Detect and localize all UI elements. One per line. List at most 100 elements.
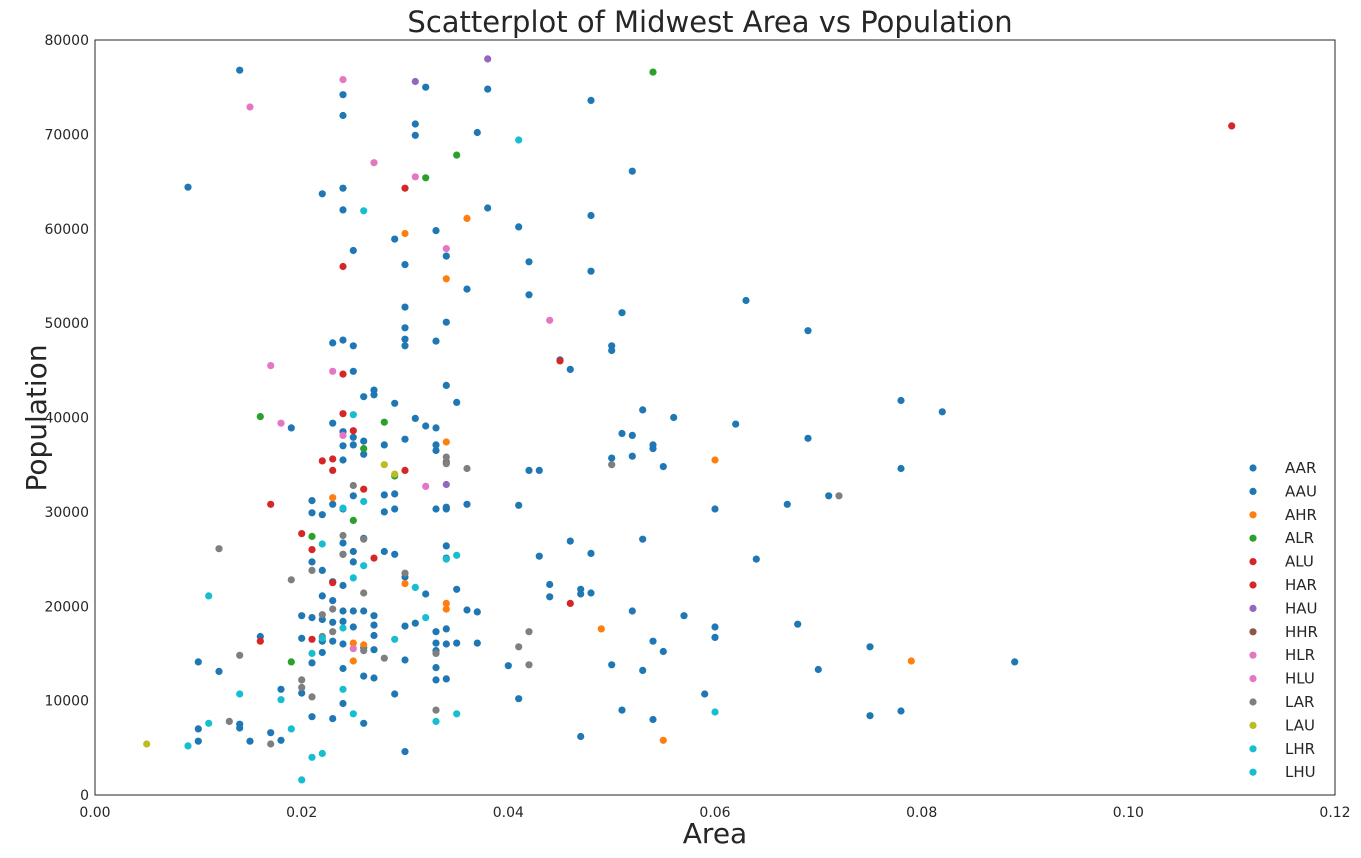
data-point: [349, 607, 357, 615]
data-point: [608, 454, 616, 462]
data-point: [277, 685, 285, 693]
data-point: [318, 592, 326, 600]
data-point: [649, 637, 657, 645]
data-point: [577, 732, 585, 741]
data-point: [432, 505, 440, 513]
data-point: [349, 427, 357, 435]
data-point: [318, 611, 326, 619]
data-point: [339, 206, 347, 214]
data-point: [411, 414, 419, 422]
data-point: [442, 605, 450, 613]
data-point: [370, 674, 378, 682]
data-point: [339, 336, 347, 344]
data-point: [711, 623, 719, 631]
legend-marker: [1249, 604, 1257, 613]
data-point: [442, 381, 450, 389]
data-point: [360, 607, 368, 615]
y-tick-label: 50000: [44, 316, 89, 332]
data-point: [380, 418, 388, 426]
data-point: [308, 753, 316, 761]
data-point: [349, 657, 357, 665]
data-point: [473, 639, 481, 647]
data-point: [298, 676, 306, 684]
data-point: [308, 566, 316, 575]
data-point: [215, 667, 223, 676]
data-point: [804, 327, 812, 335]
data-point: [370, 621, 378, 629]
data-points: [143, 55, 1236, 784]
data-point: [453, 151, 461, 159]
data-point: [308, 558, 316, 566]
data-point: [835, 492, 843, 500]
data-point: [308, 497, 316, 505]
data-point: [339, 664, 347, 673]
data-point: [349, 246, 357, 255]
data-point: [360, 450, 368, 458]
legend: AAR AAU AHR ALR ALU HAR HAU HHR HLR HLU LAR LAU LHR L…: [1249, 459, 1318, 781]
data-point: [546, 580, 554, 589]
data-point: [401, 580, 409, 588]
data-point: [339, 685, 347, 693]
legend-marker: [1249, 721, 1257, 730]
data-point: [318, 511, 326, 519]
data-point: [401, 335, 409, 343]
x-tick-label: 0.12: [1319, 805, 1350, 821]
data-point: [349, 623, 357, 631]
data-point: [329, 605, 337, 613]
data-point: [329, 339, 337, 347]
data-point: [473, 608, 481, 616]
data-point: [401, 184, 409, 192]
legend-marker: [1249, 675, 1257, 683]
legend-label: HHR: [1285, 623, 1318, 641]
y-tick-label: 80000: [44, 33, 89, 49]
data-point: [442, 640, 450, 648]
data-point: [504, 662, 512, 670]
data-point: [391, 505, 399, 513]
data-point: [525, 291, 533, 299]
data-point: [463, 500, 471, 508]
data-point: [318, 634, 326, 642]
data-point: [391, 235, 399, 243]
data-point: [907, 657, 915, 665]
data-point: [597, 625, 605, 633]
x-tick-label: 0.02: [286, 805, 317, 821]
data-point: [194, 737, 202, 745]
data-point: [566, 537, 574, 545]
data-point: [711, 633, 719, 642]
data-point: [349, 342, 357, 350]
data-point: [628, 167, 636, 175]
data-point: [711, 505, 719, 513]
data-point: [432, 639, 440, 647]
data-point: [360, 562, 368, 570]
x-axis-ticks: 0.00 0.02 0.04 0.06 0.08 0.10 0.12: [79, 805, 1350, 821]
data-point: [525, 466, 533, 474]
data-point: [566, 599, 574, 608]
legend-label: HAR: [1285, 576, 1317, 594]
data-point: [339, 111, 347, 120]
data-point: [432, 676, 440, 684]
data-point: [463, 606, 471, 614]
data-point: [432, 664, 440, 672]
data-point: [639, 535, 647, 543]
data-point: [897, 464, 905, 473]
data-point: [256, 413, 264, 421]
data-point: [215, 545, 223, 553]
data-point: [308, 509, 316, 517]
x-tick-label: 0.04: [493, 805, 524, 821]
data-point: [618, 429, 626, 438]
data-point: [432, 717, 440, 726]
data-point: [618, 309, 626, 317]
data-point: [670, 413, 678, 422]
data-point: [401, 748, 409, 756]
data-point: [628, 452, 636, 460]
data-point: [267, 740, 275, 748]
data-point: [411, 77, 419, 86]
data-point: [308, 546, 316, 554]
data-point: [360, 393, 368, 401]
legend-marker: [1249, 534, 1257, 542]
data-point: [360, 589, 368, 597]
data-point: [897, 396, 905, 405]
data-point: [339, 76, 347, 84]
legend-label: LAU: [1285, 716, 1315, 734]
data-point: [380, 547, 388, 556]
